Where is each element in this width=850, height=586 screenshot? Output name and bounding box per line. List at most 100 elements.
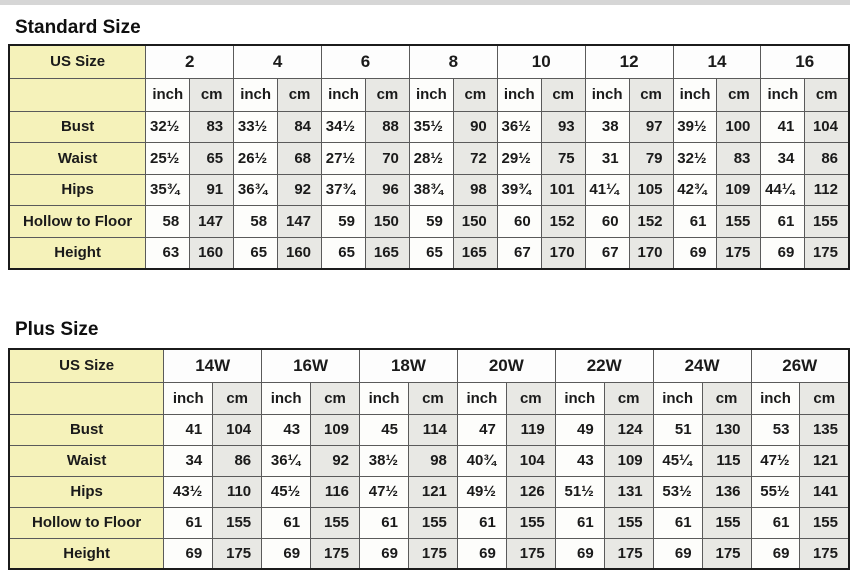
- value-cell: 155: [804, 205, 850, 238]
- value-cell: 175: [804, 236, 850, 270]
- corner-header: US Size: [8, 44, 147, 79]
- size-column-header: 14: [672, 44, 762, 79]
- value-cell: 69: [672, 236, 718, 270]
- value-cell: 69: [163, 537, 214, 570]
- value-cell: 43: [261, 413, 312, 446]
- value-cell: 45¼: [652, 444, 703, 477]
- value-cell: 83: [716, 142, 762, 175]
- unit-header: inch: [456, 381, 507, 415]
- value-cell: 32½: [672, 142, 718, 175]
- value-cell: 175: [407, 537, 458, 570]
- value-cell: 130: [701, 413, 752, 446]
- value-cell: 68: [277, 142, 323, 175]
- value-cell: 69: [750, 537, 801, 570]
- unit-header: cm: [540, 77, 586, 112]
- value-cell: 61: [760, 205, 806, 238]
- value-cell: 47: [456, 413, 507, 446]
- value-cell: 43: [554, 444, 605, 477]
- value-cell: 51½: [554, 475, 605, 508]
- value-cell: 155: [407, 506, 458, 539]
- value-cell: 141: [799, 475, 850, 508]
- value-cell: 69: [554, 537, 605, 570]
- value-cell: 39¾: [496, 173, 542, 207]
- unit-header: cm: [277, 77, 323, 112]
- value-cell: 61: [554, 506, 605, 539]
- value-cell: 170: [628, 236, 674, 270]
- row-label: Hollow to Floor: [8, 205, 147, 238]
- value-cell: 92: [310, 444, 361, 477]
- row-label: Height: [8, 537, 165, 570]
- value-cell: 98: [407, 444, 458, 477]
- value-cell: 175: [212, 537, 263, 570]
- size-column-header: 6: [321, 44, 410, 79]
- unit-header: inch: [321, 77, 366, 112]
- value-cell: 69: [760, 236, 806, 270]
- row-label: Hips: [8, 475, 165, 508]
- value-cell: 41: [760, 110, 806, 144]
- value-cell: 97: [628, 110, 674, 144]
- value-cell: 61: [456, 506, 507, 539]
- size-column-header: 14W: [163, 348, 263, 383]
- unit-header: cm: [701, 381, 752, 415]
- standard-size-title: Standard Size: [15, 17, 141, 38]
- value-cell: 31: [584, 142, 630, 175]
- unit-header: inch: [672, 77, 718, 112]
- corner-header: US Size: [8, 348, 165, 383]
- unit-header: cm: [212, 381, 263, 415]
- value-cell: 126: [505, 475, 556, 508]
- value-cell: 49: [554, 413, 605, 446]
- value-cell: 147: [277, 205, 323, 238]
- value-cell: 93: [540, 110, 586, 144]
- value-cell: 175: [505, 537, 556, 570]
- value-cell: 36¾: [233, 173, 279, 207]
- value-cell: 175: [716, 236, 762, 270]
- value-cell: 175: [310, 537, 361, 570]
- value-cell: 69: [359, 537, 409, 570]
- value-cell: 155: [310, 506, 361, 539]
- corner-spacer: [8, 381, 165, 415]
- value-cell: 44¼: [760, 173, 806, 207]
- unit-header: inch: [554, 381, 605, 415]
- row-label: Waist: [8, 142, 147, 175]
- value-cell: 42¾: [672, 173, 718, 207]
- value-cell: 25½: [145, 142, 191, 175]
- value-cell: 155: [212, 506, 263, 539]
- size-column-header: 12: [584, 44, 674, 79]
- unit-header: inch: [163, 381, 214, 415]
- value-cell: 90: [452, 110, 498, 144]
- size-column-header: 4: [233, 44, 323, 79]
- value-cell: 136: [701, 475, 752, 508]
- standard-size-table: US Size 2 4 6 8 10 12 14 16 inch cm inch cm inch cm inc…: [8, 44, 850, 270]
- value-cell: 155: [505, 506, 556, 539]
- plus-size-grid: US Size 14W 16W 18W 20W 22W 24W 26W inch cm inch cm…: [8, 348, 850, 570]
- value-cell: 60: [496, 205, 542, 238]
- value-cell: 121: [799, 444, 850, 477]
- unit-header: inch: [408, 77, 454, 112]
- value-cell: 61: [261, 506, 312, 539]
- value-cell: 175: [799, 537, 850, 570]
- value-cell: 72: [452, 142, 498, 175]
- value-cell: 175: [701, 537, 752, 570]
- value-cell: 124: [603, 413, 654, 446]
- value-cell: 105: [628, 173, 674, 207]
- value-cell: 121: [407, 475, 458, 508]
- value-cell: 84: [277, 110, 323, 144]
- value-cell: 39½: [672, 110, 718, 144]
- value-cell: 47½: [359, 475, 409, 508]
- value-cell: 109: [716, 173, 762, 207]
- value-cell: 65: [189, 142, 235, 175]
- value-cell: 26½: [233, 142, 279, 175]
- size-column-header: 18W: [359, 348, 458, 383]
- value-cell: 61: [359, 506, 409, 539]
- unit-header: inch: [760, 77, 806, 112]
- value-cell: 49½: [456, 475, 507, 508]
- value-cell: 61: [163, 506, 214, 539]
- value-cell: 38¾: [408, 173, 454, 207]
- value-cell: 165: [452, 236, 498, 270]
- value-cell: 69: [456, 537, 507, 570]
- row-label: Hips: [8, 173, 147, 207]
- value-cell: 86: [804, 142, 850, 175]
- standard-size-grid: US Size 2 4 6 8 10 12 14 16 inch cm inch cm inch cm inc…: [8, 44, 850, 270]
- value-cell: 152: [540, 205, 586, 238]
